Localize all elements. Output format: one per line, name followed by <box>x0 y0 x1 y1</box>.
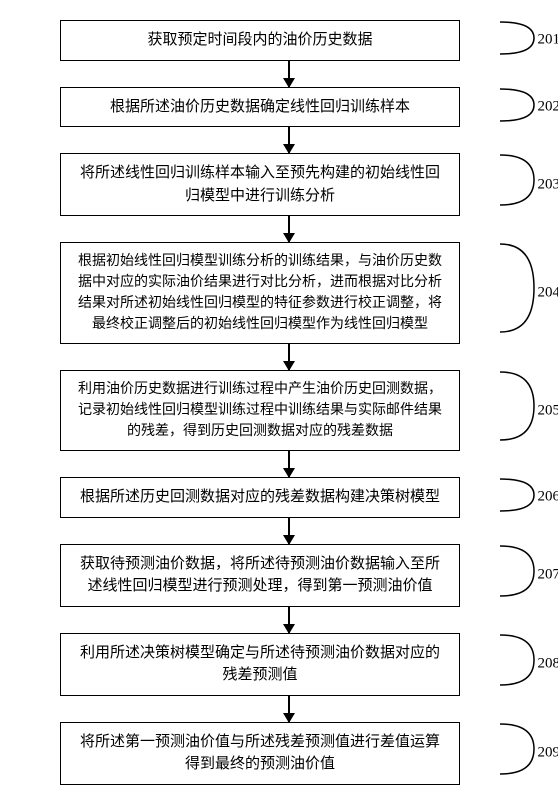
arrow-after-206 <box>288 518 290 544</box>
arrow-after-208 <box>288 696 290 722</box>
arrow-after-202 <box>288 127 290 153</box>
flowchart-container: 获取预定时间段内的油价历史数据201根据所述油价历史数据确定线性回归训练样本20… <box>0 0 558 805</box>
step-box-201: 获取预定时间段内的油价历史数据 <box>60 20 460 61</box>
step-row-208: 利用所述决策树模型确定与所述待预测油价数据对应的残差预测值208 <box>60 633 518 696</box>
connector-curve <box>500 633 536 687</box>
connector-curve <box>500 477 536 513</box>
step-box-202: 根据所述油价历史数据确定线性回归训练样本 <box>60 87 460 128</box>
step-label-206: 206 <box>538 489 558 506</box>
step-label-209: 209 <box>538 745 558 762</box>
step-label-205: 205 <box>538 402 558 419</box>
connector-curve <box>500 722 536 776</box>
connector-curve <box>500 242 536 334</box>
step-box-206: 根据所述历史回测数据对应的残差数据构建决策树模型 <box>60 477 460 518</box>
step-text: 获取预定时间段内的油价历史数据 <box>147 29 372 52</box>
step-text: 利用油价历史数据进行训练过程中产生油价历史回测数据，记录初始线性回归模型训练过程… <box>73 379 447 442</box>
arrow-after-204 <box>288 344 290 370</box>
step-box-208: 利用所述决策树模型确定与所述待预测油价数据对应的残差预测值 <box>60 633 460 696</box>
connector-curve <box>500 20 536 56</box>
step-label-208: 208 <box>538 656 558 673</box>
step-box-209: 将所述第一预测油价值与所述残差预测值进行差值运算得到最终的预测油价值 <box>60 722 460 785</box>
step-label-202: 202 <box>538 98 558 115</box>
step-box-205: 利用油价历史数据进行训练过程中产生油价历史回测数据，记录初始线性回归模型训练过程… <box>60 370 460 451</box>
step-box-203: 将所述线性回归训练样本输入至预先构建的初始线性回归模型中进行训练分析 <box>60 153 460 216</box>
step-label-204: 204 <box>538 285 558 302</box>
step-text: 根据初始线性回归模型训练分析的训练结果，与油价历史数据中对应的实际油价结果进行对… <box>73 251 447 335</box>
step-box-204: 根据初始线性回归模型训练分析的训练结果，与油价历史数据中对应的实际油价结果进行对… <box>60 242 460 344</box>
step-text: 将所述第一预测油价值与所述残差预测值进行差值运算得到最终的预测油价值 <box>73 731 447 776</box>
arrow-after-205 <box>288 451 290 477</box>
step-label-203: 203 <box>538 176 558 193</box>
step-row-204: 根据初始线性回归模型训练分析的训练结果，与油价历史数据中对应的实际油价结果进行对… <box>60 242 518 344</box>
step-text: 获取待预测油价数据，将所述待预测油价数据输入至所述线性回归模型进行预测处理，得到… <box>73 553 447 598</box>
step-row-201: 获取预定时间段内的油价历史数据201 <box>60 20 518 61</box>
step-row-206: 根据所述历史回测数据对应的残差数据构建决策树模型206 <box>60 477 518 518</box>
step-text: 根据所述油价历史数据确定线性回归训练样本 <box>110 96 410 119</box>
step-box-207: 获取待预测油价数据，将所述待预测油价数据输入至所述线性回归模型进行预测处理，得到… <box>60 544 460 607</box>
step-label-207: 207 <box>538 567 558 584</box>
step-text: 将所述线性回归训练样本输入至预先构建的初始线性回归模型中进行训练分析 <box>73 162 447 207</box>
step-text: 根据所述历史回测数据对应的残差数据构建决策树模型 <box>80 486 440 509</box>
step-row-209: 将所述第一预测油价值与所述残差预测值进行差值运算得到最终的预测油价值209 <box>60 722 518 785</box>
step-label-201: 201 <box>538 32 558 49</box>
step-text: 利用所述决策树模型确定与所述待预测油价数据对应的残差预测值 <box>73 642 447 687</box>
arrow-after-203 <box>288 216 290 242</box>
connector-curve <box>500 544 536 598</box>
step-row-205: 利用油价历史数据进行训练过程中产生油价历史回测数据，记录初始线性回归模型训练过程… <box>60 370 518 451</box>
step-row-202: 根据所述油价历史数据确定线性回归训练样本202 <box>60 87 518 128</box>
step-row-207: 获取待预测油价数据，将所述待预测油价数据输入至所述线性回归模型进行预测处理，得到… <box>60 544 518 607</box>
connector-curve <box>500 370 536 442</box>
step-row-203: 将所述线性回归训练样本输入至预先构建的初始线性回归模型中进行训练分析203 <box>60 153 518 216</box>
arrow-after-207 <box>288 607 290 633</box>
connector-curve <box>500 153 536 207</box>
arrow-after-201 <box>288 61 290 87</box>
connector-curve <box>500 87 536 123</box>
